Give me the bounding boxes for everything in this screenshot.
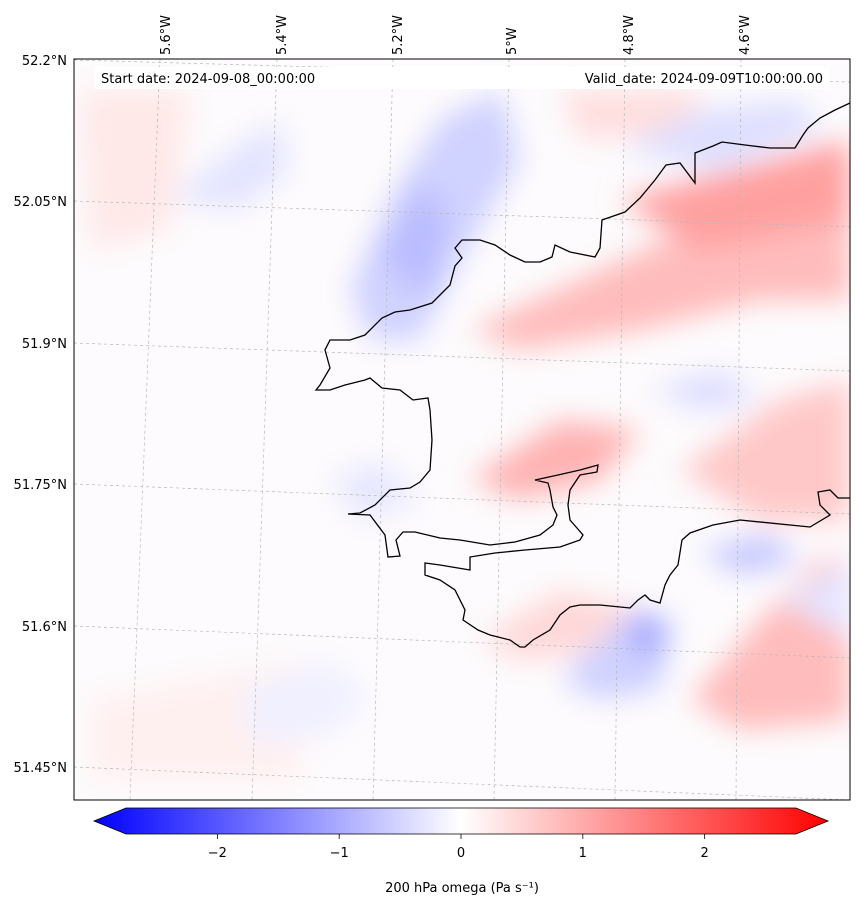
lat-label-52.2N: 52.2°N	[22, 54, 67, 69]
lat-label-51.9N: 51.9°N	[22, 337, 67, 352]
coastline	[314, 102, 850, 648]
map-frame	[73, 58, 851, 801]
colorbar-tick-label: 1	[579, 846, 587, 861]
lon-label-5.6W: 5.6°W	[159, 15, 174, 55]
colorbar-body	[92, 807, 830, 835]
negative-weak-east	[650, 370, 760, 410]
negative-core-south	[630, 610, 670, 660]
colorbar: −2 −1 0 1 2 200 hPa omega (Pa s⁻¹)	[92, 807, 830, 896]
lat-label-52.05N: 52.05°N	[14, 195, 67, 210]
gridline-lon-5.6	[129, 59, 161, 800]
lat-label-51.45N: 51.45°N	[14, 761, 67, 776]
negative-weak-southwest	[240, 660, 370, 740]
colorbar-ticks: −2 −1 0 1 2	[208, 834, 709, 861]
negative-core-central	[380, 180, 450, 300]
map-panel: Start date: 2024-09-08_00:00:00 Valid_da…	[73, 58, 851, 801]
colorbar-label: 200 hPa omega (Pa s⁻¹)	[385, 881, 539, 896]
colorbar-tick-label: 2	[700, 846, 708, 861]
graticule	[74, 59, 850, 800]
lon-label-4.6W: 4.6°W	[738, 15, 753, 55]
colorbar-tick-label: −2	[208, 846, 227, 861]
negative-weak-coast	[330, 460, 420, 520]
lat-label-51.6N: 51.6°N	[22, 620, 67, 635]
negative-core-east	[700, 535, 800, 575]
latitude-labels: 52.2°N 52.05°N 51.9°N 51.75°N 51.6°N 51.…	[14, 54, 67, 776]
positive-band-east	[680, 380, 850, 520]
lat-label-51.75N: 51.75°N	[14, 478, 67, 493]
positive-core-central	[470, 420, 640, 500]
negative-weak-north	[620, 100, 820, 170]
date-banner	[94, 67, 830, 89]
positive-core-northeast	[620, 140, 850, 250]
lon-label-4.8W: 4.8°W	[622, 15, 637, 55]
start-date-label: Start date: 2024-09-08_00:00:00	[101, 72, 315, 87]
lon-label-5.2W: 5.2°W	[391, 15, 406, 55]
valid-date-label: Valid_date: 2024-09-09T10:00:00.00	[585, 72, 823, 87]
lon-label-5.4W: 5.4°W	[275, 15, 290, 55]
colorbar-tick-label: −1	[330, 846, 349, 861]
omega-shading	[80, 90, 850, 780]
lon-label-5W: 5°W	[505, 27, 520, 55]
positive-weak-west	[80, 90, 190, 250]
negative-weak-far-east	[780, 560, 850, 640]
negative-weak-west	[170, 120, 290, 210]
colorbar-tick-label: 0	[457, 846, 465, 861]
omega-field	[74, 59, 850, 800]
longitude-labels: 5.6°W 5.4°W 5.2°W 5°W 4.8°W 4.6°W	[159, 15, 753, 55]
